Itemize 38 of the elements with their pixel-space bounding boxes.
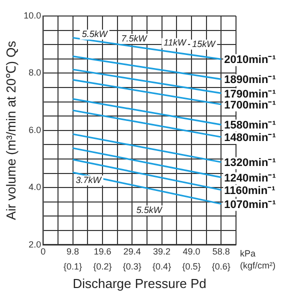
series-label: 1160min⁻¹ — [224, 184, 276, 197]
x2-tick-label: {0.3} — [122, 261, 142, 272]
series-label: 1320min⁻¹ — [224, 157, 276, 170]
series-label: 1790min⁻¹ — [224, 88, 276, 100]
x-tick-label: 29.4 — [123, 246, 141, 257]
x-tick-label: 58.8 — [212, 246, 230, 257]
x-tick-label: 0 — [40, 246, 46, 257]
x2-tick-label: {0.5} — [182, 261, 201, 272]
series-label: 1890min⁻¹ — [224, 74, 276, 86]
series-label: 1580min⁻¹ — [224, 120, 276, 132]
series-label: 1700min⁻¹ — [224, 99, 276, 112]
x-tick-label: 19.6 — [94, 246, 112, 257]
series-label: 1240min⁻¹ — [224, 172, 276, 184]
y-tick-label: 8.0 — [28, 68, 42, 78]
annotation: 3.7kW — [76, 174, 103, 185]
annotation: 5.5kW — [82, 29, 109, 40]
y-tick-label: 10.0 — [24, 10, 42, 20]
annotation: 15kW — [192, 39, 217, 50]
x-tick-label: 9.8 — [66, 246, 80, 257]
y-axis-title: Air volume (m³/min at 20℃) Qs — [3, 40, 18, 220]
x2-tick-label: {0.1} — [64, 261, 82, 272]
x2-tick-label: {0.2} — [93, 261, 112, 272]
annotation: 7.5kW — [121, 33, 148, 44]
series-label: 1070min⁻¹ — [224, 198, 276, 211]
x-axis-title: Discharge Pressure Pd — [72, 276, 206, 291]
y-tick-label: 4.0 — [28, 182, 42, 192]
x-tick-label: 39.2 — [153, 246, 171, 257]
series-label: 1480min⁻¹ — [224, 132, 276, 144]
text: kPa — [240, 248, 256, 258]
annotation: 11kW — [164, 38, 188, 48]
y-tick-label: 2.0 — [28, 239, 42, 250]
series-label: 2010min⁻¹ — [224, 54, 276, 66]
x2-tick-label: {0.6} — [212, 261, 230, 272]
y-tick-label: 6.0 — [28, 124, 42, 135]
x-tick-label: 49.0 — [182, 246, 200, 257]
annotation: 5.5kW — [136, 204, 164, 215]
x2-tick-label: {0.4} — [152, 261, 172, 272]
text: (kgf/cm²) — [240, 260, 276, 270]
